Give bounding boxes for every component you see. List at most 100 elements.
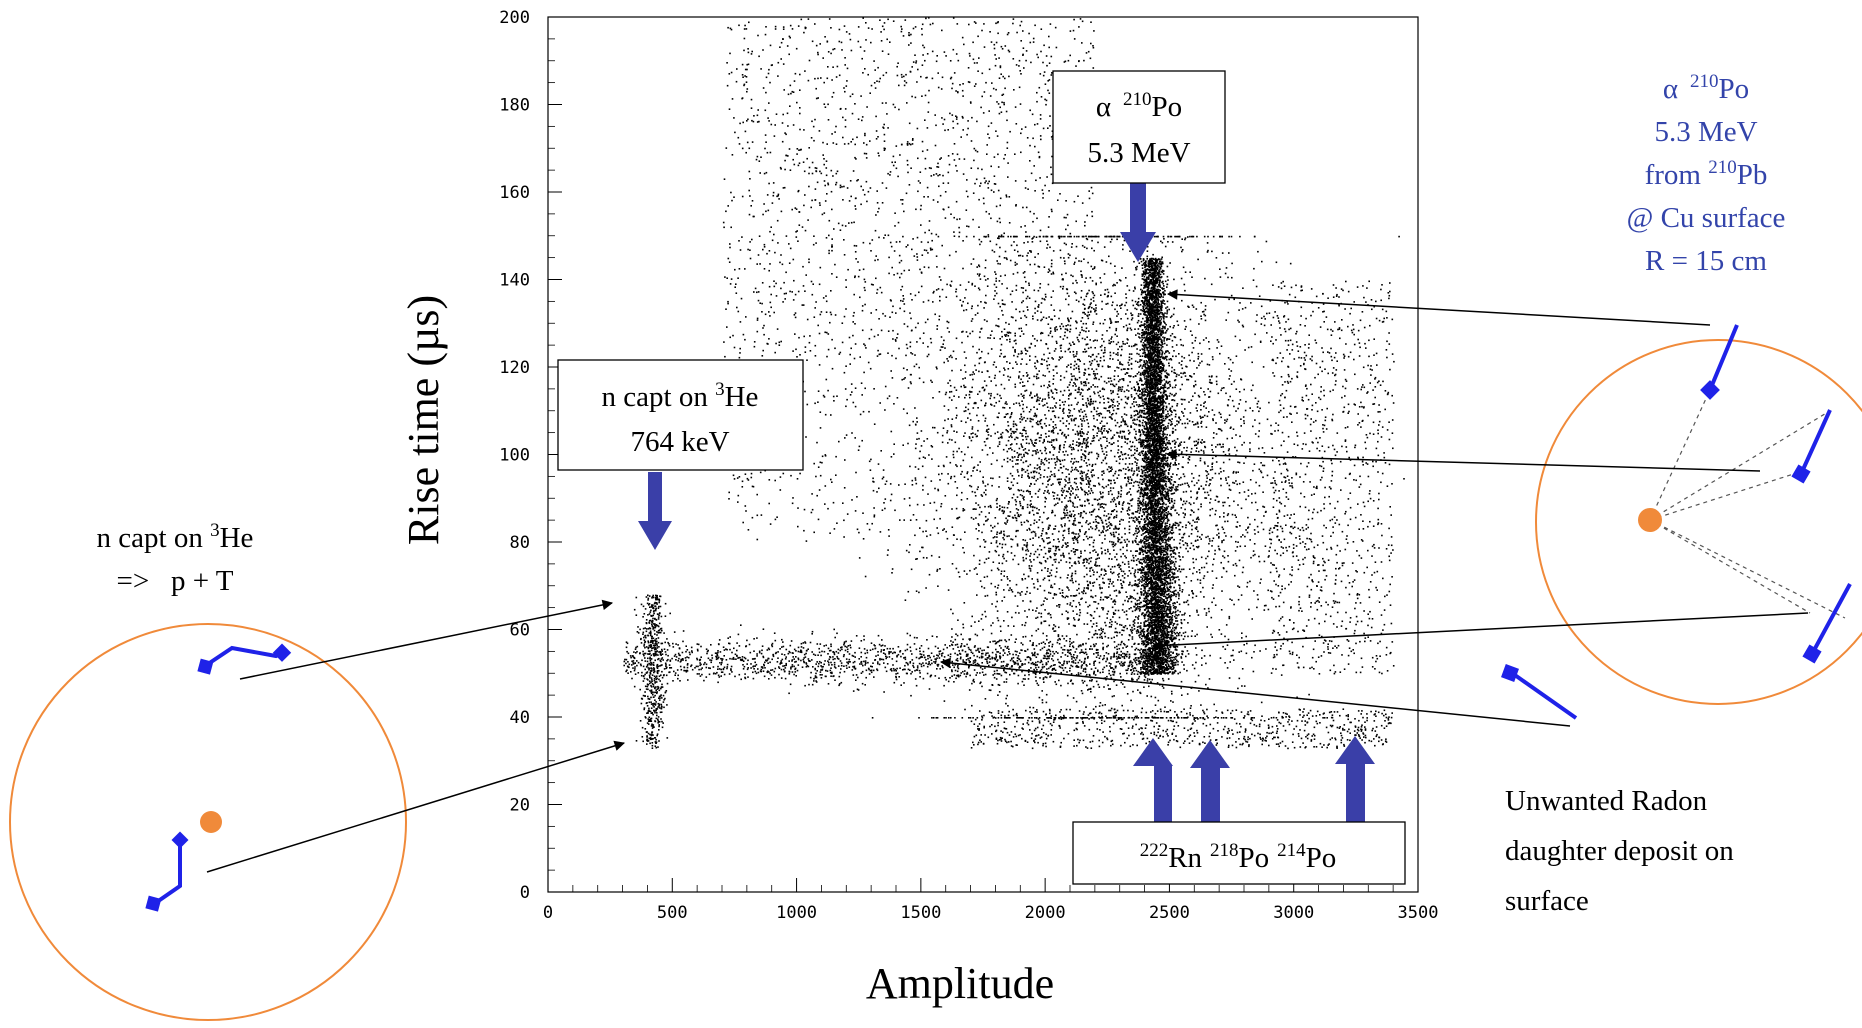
data-point: [815, 676, 817, 678]
data-point: [1134, 609, 1136, 612]
data-point: [804, 641, 806, 643]
data-point: [652, 685, 655, 688]
data-point: [625, 646, 628, 649]
data-point: [647, 723, 650, 725]
data-point: [797, 658, 800, 661]
data-point: [888, 653, 890, 655]
data-point: [625, 670, 627, 673]
data-point: [650, 701, 652, 703]
data-point: [819, 671, 822, 673]
data-point: [1094, 696, 1096, 699]
data-point: [1169, 434, 1171, 437]
data-point: [955, 677, 957, 680]
data-point: [1008, 651, 1010, 653]
data-point: [1047, 648, 1050, 651]
data-point: [634, 673, 637, 675]
data-point: [1143, 287, 1145, 289]
data-point: [892, 664, 894, 666]
data-point: [1072, 645, 1074, 647]
data-point: [653, 668, 655, 671]
data-point: [791, 664, 794, 666]
data-point: [1165, 323, 1167, 326]
data-point: [978, 651, 981, 653]
data-point: [815, 680, 817, 682]
data-point: [635, 652, 637, 654]
data-point: [656, 677, 658, 680]
data-point: [646, 602, 649, 605]
data-point: [1071, 642, 1073, 644]
data-point: [1141, 424, 1144, 427]
data-point: [1142, 663, 1144, 665]
data-point: [658, 678, 660, 681]
data-point: [976, 634, 979, 637]
data-point: [1133, 628, 1136, 630]
data-point: [815, 681, 818, 683]
data-point: [1161, 313, 1164, 315]
data-point: [1149, 291, 1152, 293]
data-point: [641, 698, 644, 700]
data-point: [677, 674, 679, 677]
data-point: [1119, 662, 1121, 665]
data-point: [856, 688, 859, 691]
data-point: [806, 665, 809, 667]
data-point: [1149, 268, 1152, 270]
data-point: [647, 695, 649, 698]
data-point: [928, 662, 930, 665]
data-point: [1157, 664, 1160, 667]
data-point: [654, 703, 656, 706]
data-point: [1154, 622, 1156, 624]
data-point: [642, 680, 645, 682]
data-point: [1154, 530, 1156, 533]
data-point: [866, 651, 869, 654]
data-point: [1131, 677, 1133, 680]
data-point: [872, 662, 874, 664]
data-point: [649, 660, 652, 662]
data-point: [726, 666, 729, 668]
data-point: [1168, 610, 1171, 612]
data-point: [680, 668, 683, 671]
data-point: [658, 669, 660, 672]
data-point: [658, 614, 660, 617]
data-point: [728, 673, 731, 675]
data-point: [717, 657, 719, 660]
data-point: [676, 669, 679, 671]
data-point: [636, 650, 638, 653]
data-point: [674, 653, 677, 656]
data-point: [1154, 292, 1156, 295]
data-point: [689, 653, 691, 656]
data-point: [665, 653, 667, 656]
data-point: [1161, 379, 1163, 382]
data-point: [1141, 458, 1144, 460]
data-point: [1149, 408, 1152, 410]
data-point: [1144, 434, 1146, 436]
data-point: [795, 650, 797, 652]
data-point: [949, 653, 952, 655]
data-point: [1156, 286, 1159, 288]
data-point: [1155, 482, 1158, 485]
data-point: [1002, 649, 1005, 651]
data-point: [663, 674, 665, 676]
data-point: [710, 659, 713, 662]
data-point: [1153, 324, 1156, 326]
data-point: [636, 631, 639, 633]
data-point: [1154, 389, 1156, 392]
data-point: [814, 654, 817, 656]
data-point: [1157, 367, 1159, 369]
data-point: [1009, 659, 1012, 662]
data-point: [659, 665, 661, 667]
data-point: [691, 651, 693, 654]
data-point: [767, 647, 770, 650]
data-point: [1086, 684, 1088, 687]
data-point: [1142, 632, 1145, 634]
data-point: [752, 665, 755, 667]
data-point: [965, 673, 968, 675]
data-point: [957, 646, 959, 648]
data-point: [1141, 394, 1144, 396]
data-point: [717, 651, 719, 654]
data-point: [655, 625, 657, 627]
data-point: [682, 659, 684, 661]
data-point: [1145, 645, 1148, 647]
data-point: [1143, 543, 1146, 545]
data-point: [657, 658, 659, 661]
data-point: [1173, 664, 1176, 666]
